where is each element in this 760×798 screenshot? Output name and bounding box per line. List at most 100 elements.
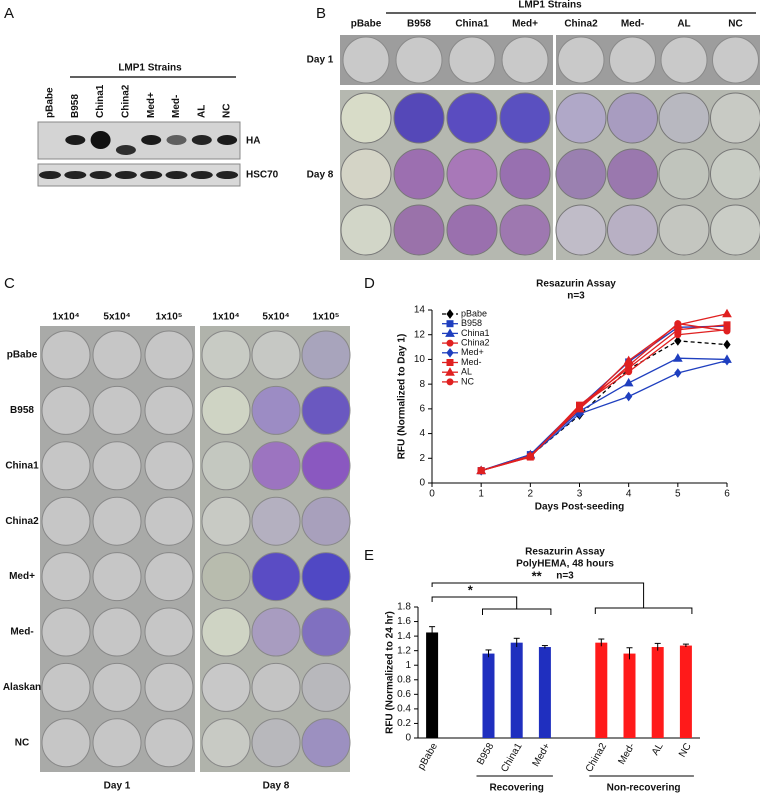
well — [660, 36, 708, 84]
row-label: NC — [15, 737, 29, 748]
blot-band — [191, 135, 212, 145]
row-label: HSC70 — [246, 170, 279, 181]
well — [710, 148, 760, 200]
legend-label: Med+ — [461, 347, 484, 357]
well — [251, 607, 301, 657]
panel-label: A — [4, 5, 14, 22]
well — [144, 662, 194, 712]
well — [710, 92, 760, 144]
significance: ** — [532, 568, 543, 583]
blot-band — [64, 171, 87, 179]
marker — [623, 377, 634, 387]
well — [301, 607, 351, 657]
x-tick-label: 1 — [478, 489, 484, 500]
day-label: Day 8 — [263, 781, 290, 792]
column-label: China1 — [455, 19, 489, 30]
blot-band — [217, 135, 238, 145]
column-label: 1x10⁵ — [313, 312, 340, 323]
row-label: Alaskan — [3, 682, 41, 693]
error-bar — [513, 637, 520, 648]
legend-label: B958 — [461, 318, 482, 328]
well — [251, 718, 301, 768]
well — [395, 36, 443, 84]
well — [144, 607, 194, 657]
well — [607, 148, 658, 200]
legend-marker — [445, 367, 455, 376]
column-label: pBabe — [351, 19, 382, 30]
y-tick-label: 0.8 — [397, 674, 411, 685]
marker — [576, 402, 583, 410]
blot-band — [65, 135, 86, 145]
group-label: Non-recovering — [607, 783, 681, 794]
y-tick-label: 12 — [414, 329, 426, 340]
blot-band — [190, 171, 213, 179]
legend-marker — [446, 309, 454, 319]
lane-label: AL — [196, 105, 207, 118]
well — [446, 92, 498, 144]
series-line — [480, 357, 728, 472]
x-tick-label: China2 — [584, 741, 610, 774]
blot-band — [141, 135, 162, 145]
well — [41, 330, 91, 380]
error-bar — [541, 645, 548, 649]
day-label: Day 1 — [104, 781, 131, 792]
column-label: China2 — [564, 19, 598, 30]
well — [41, 441, 91, 491]
panel-header: LMP1 Strains — [518, 0, 582, 11]
y-tick-label: 14 — [414, 305, 426, 316]
marker — [625, 391, 633, 402]
well — [92, 330, 142, 380]
y-tick-label: 0.4 — [397, 704, 411, 715]
blot-band — [114, 171, 137, 179]
blot-band — [165, 171, 188, 179]
chart-subtitle: PolyHEMA, 48 hours — [516, 559, 614, 570]
well — [340, 148, 392, 200]
well — [92, 496, 142, 546]
group-brace — [594, 603, 693, 614]
lane-label: China2 — [121, 84, 132, 118]
bar — [482, 653, 495, 738]
well — [201, 441, 251, 491]
x-tick-label: AL — [650, 741, 666, 757]
well — [144, 330, 194, 380]
marker — [672, 319, 683, 329]
well — [41, 552, 91, 602]
well — [92, 662, 142, 712]
group-brace — [482, 604, 552, 615]
well — [446, 148, 498, 200]
x-tick-label: 5 — [675, 489, 681, 500]
bar — [651, 647, 664, 738]
y-tick-label: 8 — [419, 379, 425, 390]
column-label: 5x10⁴ — [103, 312, 130, 323]
well — [301, 552, 351, 602]
blot-band — [216, 171, 239, 179]
series-line — [480, 313, 728, 472]
blot-band — [115, 145, 136, 155]
sig-bracket — [431, 596, 518, 604]
column-label: 1x10⁵ — [156, 312, 183, 323]
well — [301, 330, 351, 380]
blot-hsc70 — [37, 163, 241, 187]
well — [301, 662, 351, 712]
x-tick-label: 3 — [577, 489, 583, 500]
well — [201, 330, 251, 380]
well — [658, 148, 710, 200]
well — [609, 36, 656, 84]
column-label: AL — [677, 19, 690, 30]
lane-label: Med+ — [146, 92, 157, 118]
legend-marker — [446, 320, 454, 328]
well — [342, 36, 390, 84]
well — [41, 662, 91, 712]
well — [201, 607, 251, 657]
well — [251, 552, 301, 602]
legend-marker — [446, 359, 454, 366]
error-bar — [626, 647, 633, 660]
column-label: NC — [728, 19, 742, 30]
blot-band — [90, 131, 111, 149]
well — [41, 718, 91, 768]
well — [301, 441, 351, 491]
series-line — [480, 325, 728, 472]
well — [393, 92, 445, 144]
